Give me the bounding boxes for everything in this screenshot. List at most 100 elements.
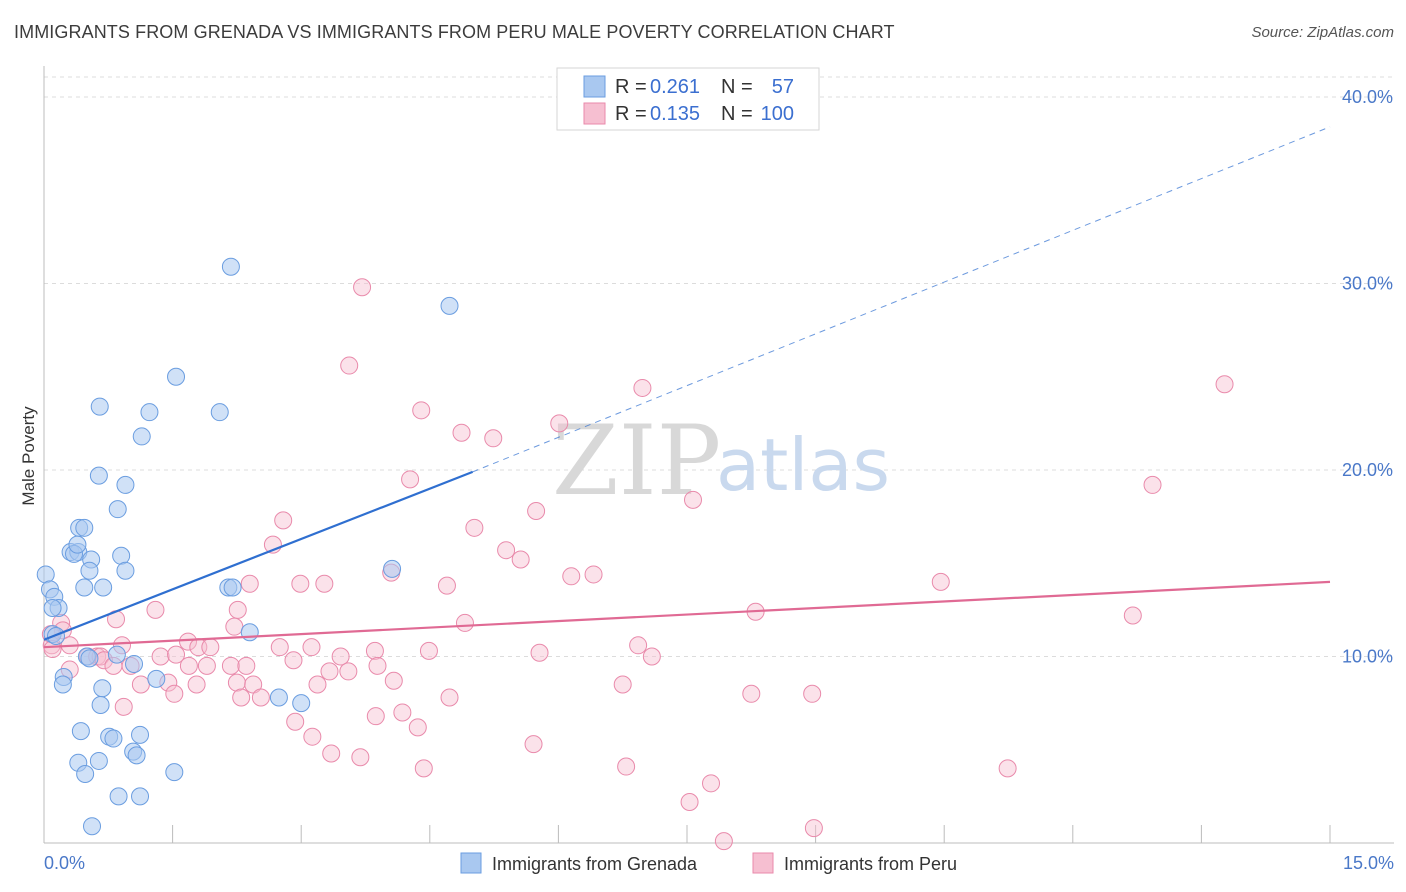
peru-point (303, 727, 322, 746)
peru-point (527, 502, 546, 521)
peru-point (315, 574, 334, 593)
peru-point (228, 600, 247, 619)
grenada-point (140, 403, 159, 422)
peru-point (497, 541, 516, 560)
peru-point (384, 671, 403, 690)
bottom-legend-swatch-peru (752, 852, 774, 874)
grenada-point (76, 764, 95, 783)
legend-swatch-peru (583, 102, 606, 125)
watermark: ZIP atlas (552, 405, 890, 517)
peru-point (455, 613, 474, 632)
peru-point (339, 662, 358, 681)
grenada-point (90, 397, 109, 416)
y-tick-label: 30.0% (1342, 274, 1393, 294)
x-tick-label-min: 0.0% (44, 853, 85, 873)
grenada-trend-line (43, 470, 474, 641)
grenada-point (116, 475, 135, 494)
grenada-point (80, 561, 99, 580)
watermark-atlas: atlas (716, 423, 890, 507)
grenada-point (112, 546, 131, 565)
peru-point (331, 647, 350, 666)
peru-point (179, 632, 198, 651)
peru-point (322, 744, 341, 763)
grenada-point (107, 645, 126, 664)
legend-r-value-peru: 0.135 (650, 103, 700, 125)
grenada-point (116, 561, 135, 580)
trend-lines (43, 126, 1331, 649)
chart-title: IMMIGRANTS FROM GRENADA VS IMMIGRANTS FR… (14, 22, 895, 42)
peru-point (131, 675, 150, 694)
peru-point (225, 617, 244, 636)
y-tick-label: 40.0% (1342, 87, 1393, 107)
peru-point (1143, 475, 1162, 494)
grenada-point (36, 565, 55, 584)
peru-point (401, 470, 420, 489)
grenada-point (221, 257, 240, 276)
grenada-point (104, 729, 123, 748)
grenada-point (109, 787, 128, 806)
peru-point (680, 792, 699, 811)
peru-point (803, 684, 822, 703)
source-label: Source: ZipAtlas.com (1251, 24, 1394, 41)
grenada-point (80, 649, 99, 668)
peru-point (414, 759, 433, 778)
peru-point (633, 378, 652, 397)
peru-point (702, 774, 721, 793)
bottom-legend-swatch-grenada (460, 852, 482, 874)
peru-point (617, 757, 636, 776)
peru-point (232, 688, 251, 707)
legend-r-value-grenada: 0.261 (650, 76, 700, 98)
peru-trend-line (43, 580, 1331, 649)
grenada-point (223, 578, 242, 597)
legend-r-label-grenada: R = (615, 76, 647, 98)
peru-point (419, 641, 438, 660)
grenada-point (89, 751, 108, 770)
bottom-legend-label-grenada: Immigrants from Grenada (492, 854, 698, 874)
grenada-point (68, 535, 87, 554)
grenada-point (240, 623, 259, 642)
peru-point (237, 656, 256, 675)
peru-point (393, 703, 412, 722)
legend-n-label-grenada: N = (721, 76, 753, 98)
grenada-point (75, 518, 94, 537)
peru-point (308, 675, 327, 694)
axes (43, 66, 1394, 844)
y-axis-title: Male Poverty (19, 406, 38, 506)
grenada-point (94, 578, 113, 597)
peru-point (511, 550, 530, 569)
grenada-point (71, 722, 90, 741)
peru-point (684, 490, 703, 509)
y-tick-label: 20.0% (1342, 460, 1393, 480)
peru-point (286, 712, 305, 731)
peru-point (114, 697, 133, 716)
grenada-trend-extension (472, 126, 1331, 473)
peru-point (167, 645, 186, 664)
grenada-point (132, 427, 151, 446)
peru-point (320, 662, 339, 681)
grenada-point (89, 466, 108, 485)
peru-point (629, 636, 648, 655)
grenada-point (210, 403, 229, 422)
peru-point (251, 688, 270, 707)
peru-point (465, 518, 484, 537)
peru-point (584, 565, 603, 584)
peru-point (351, 748, 370, 767)
peru-point (368, 656, 387, 675)
grenada-point (53, 675, 72, 694)
peru-point (562, 567, 581, 586)
x-tick-label-max: 15.0% (1343, 853, 1394, 873)
legend-r-label-peru: R = (615, 103, 647, 125)
peru-point (240, 574, 259, 593)
peru-point (1215, 375, 1234, 394)
y-tick-labels: 10.0% 20.0% 30.0% 40.0% (1342, 87, 1393, 667)
peru-point (151, 647, 170, 666)
peru-point (452, 423, 471, 442)
peru-point (998, 759, 1017, 778)
peru-point (187, 675, 206, 694)
bottom-legend-label-peru: Immigrants from Peru (784, 854, 957, 874)
grenada-point (440, 296, 459, 315)
gridlines (44, 76, 1394, 657)
grenada-point (43, 599, 62, 618)
peru-point (291, 574, 310, 593)
peru-point (1123, 606, 1142, 625)
